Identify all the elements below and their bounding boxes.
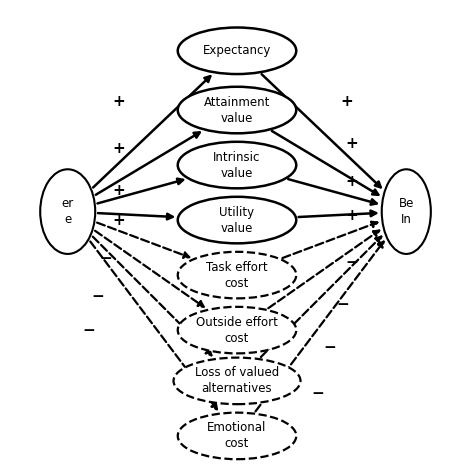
Text: Task effort
cost: Task effort cost <box>206 261 268 290</box>
Text: +: + <box>112 183 125 198</box>
Ellipse shape <box>178 413 296 459</box>
Text: er
e: er e <box>62 197 74 226</box>
Text: −: − <box>311 386 324 401</box>
Ellipse shape <box>173 357 301 404</box>
Text: Expectancy: Expectancy <box>203 44 271 57</box>
Text: Be
In: Be In <box>399 197 414 226</box>
Text: −: − <box>337 297 349 312</box>
Ellipse shape <box>178 142 296 188</box>
Text: −: − <box>100 251 112 265</box>
Text: +: + <box>345 137 358 151</box>
Text: +: + <box>112 212 125 228</box>
Ellipse shape <box>178 27 296 74</box>
Text: Outside effort
cost: Outside effort cost <box>196 316 278 345</box>
Text: +: + <box>345 209 358 223</box>
Ellipse shape <box>178 197 296 243</box>
Text: +: + <box>341 94 354 109</box>
Ellipse shape <box>178 252 296 298</box>
Text: Emotional
cost: Emotional cost <box>207 421 267 450</box>
Text: −: − <box>82 323 95 337</box>
Text: Utility
value: Utility value <box>219 206 255 235</box>
Text: Attainment
value: Attainment value <box>204 96 270 125</box>
Ellipse shape <box>40 169 95 254</box>
Text: +: + <box>112 141 125 155</box>
Ellipse shape <box>178 307 296 354</box>
Text: +: + <box>112 94 125 109</box>
Ellipse shape <box>382 169 431 254</box>
Ellipse shape <box>178 87 296 133</box>
Text: −: − <box>324 339 337 355</box>
Text: −: − <box>91 289 104 304</box>
Text: +: + <box>345 174 358 190</box>
Text: Loss of valued
alternatives: Loss of valued alternatives <box>195 366 279 395</box>
Text: −: − <box>345 255 358 270</box>
Text: Intrinsic
value: Intrinsic value <box>213 151 261 180</box>
